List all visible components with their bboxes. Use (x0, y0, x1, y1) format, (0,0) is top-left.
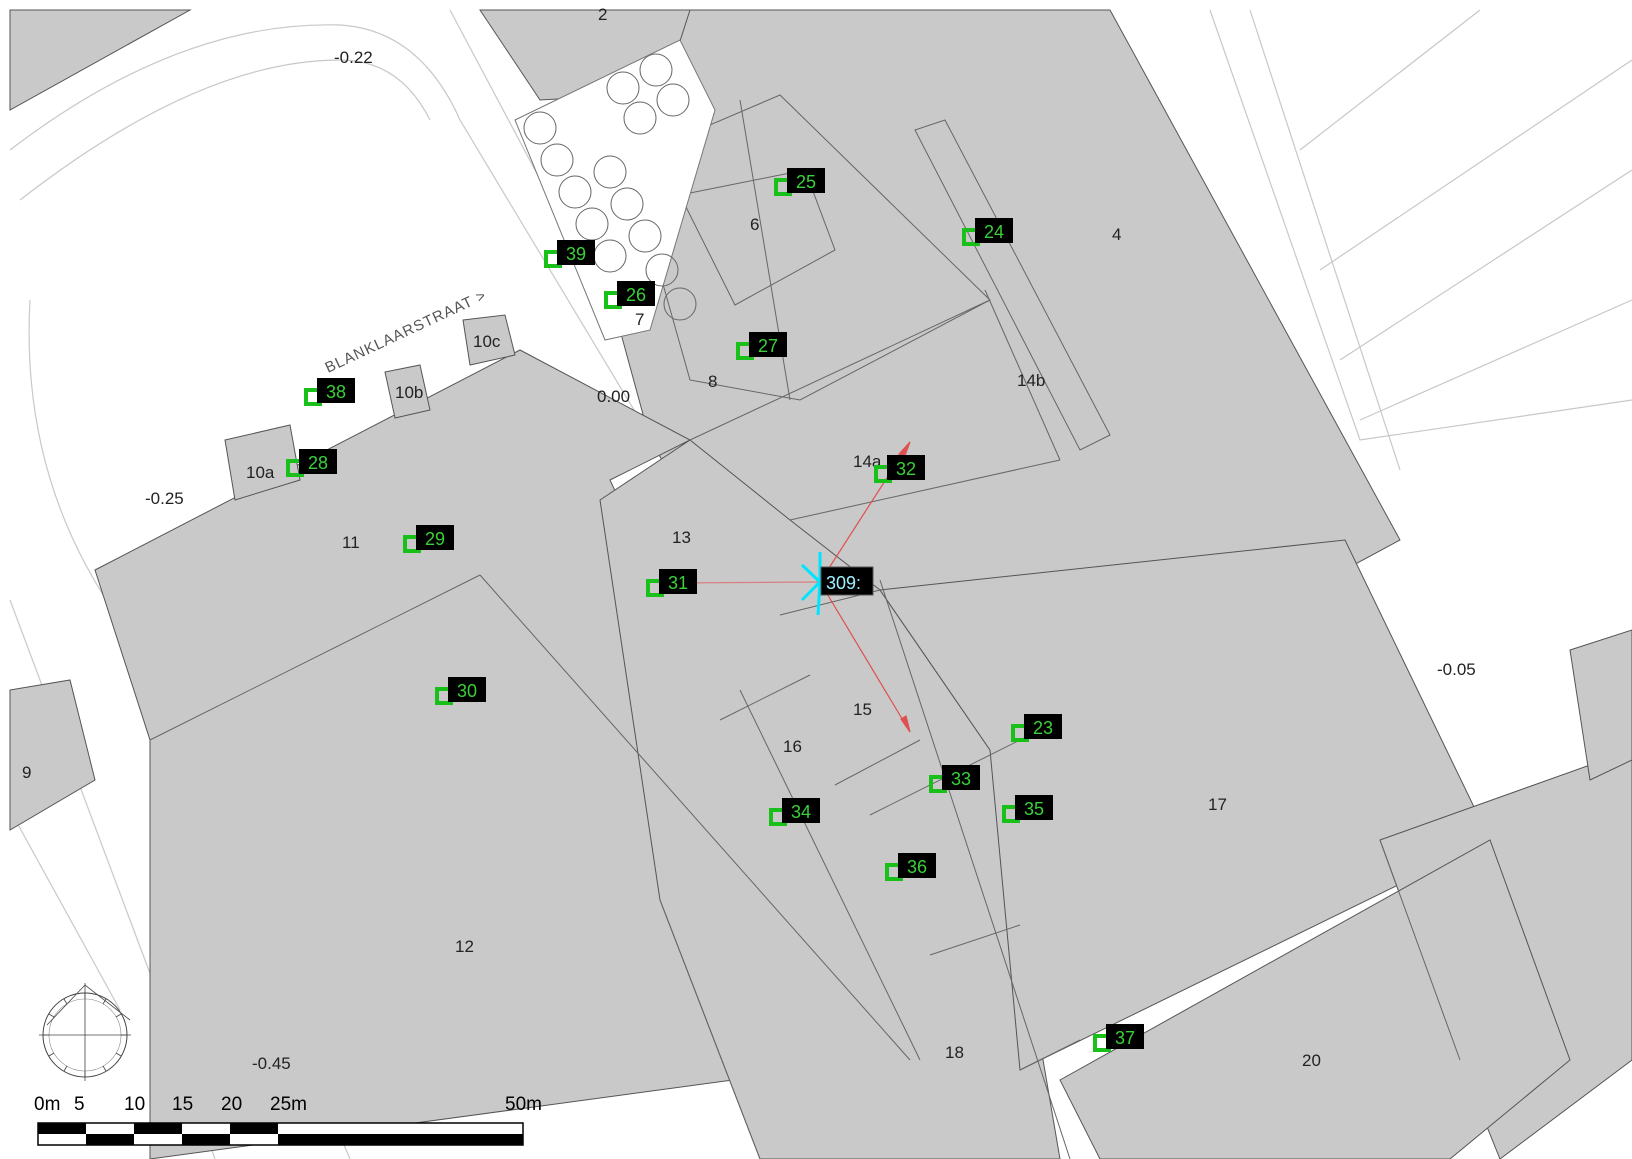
elevation-label: 0.00 (597, 387, 630, 406)
scale-label: 15 (172, 1094, 193, 1115)
camera-marker[interactable]: 32 (874, 455, 925, 483)
marker-label: 29 (425, 529, 445, 549)
marker-label: 26 (626, 285, 646, 305)
scale-label: 20 (221, 1094, 242, 1115)
elevation-label: -0.25 (145, 489, 184, 508)
camera-marker[interactable]: 37 (1093, 1024, 1144, 1052)
marker-label: 37 (1115, 1028, 1135, 1048)
camera-marker[interactable]: 34 (769, 798, 820, 826)
marker-label: 32 (896, 459, 916, 479)
marker-label: 33 (951, 769, 971, 789)
building-outlines (149, 94, 1461, 1159)
camera-marker[interactable]: 36 (885, 853, 936, 881)
marker-label: 36 (907, 857, 927, 877)
camera-marker[interactable]: 25 (774, 168, 825, 196)
plot-label: 8 (708, 372, 717, 391)
marker-label: 23 (1033, 718, 1053, 738)
marker-label: 35 (1024, 799, 1044, 819)
plot-label: 17 (1208, 795, 1227, 814)
marker-label: 30 (457, 681, 477, 701)
camera-marker[interactable]: 35 (1002, 795, 1053, 823)
street-name: BLANKLAARSTRAAT > (323, 287, 490, 377)
plot-label: 10a (246, 463, 275, 482)
camera-marker[interactable]: 23 (1011, 714, 1062, 742)
plot-label: 16 (783, 737, 802, 756)
marker-label: 34 (791, 802, 811, 822)
markers[interactable]: 25 24 39 26 27 38 28 (286, 168, 1144, 1052)
plot-label: 14b (1017, 371, 1045, 390)
elevation-label: -0.05 (1437, 660, 1476, 679)
elevation-label: -0.45 (252, 1054, 291, 1073)
scale-label: 5 (74, 1094, 85, 1115)
camera-marker[interactable]: 28 (286, 449, 337, 477)
camera-marker[interactable]: 26 (604, 281, 655, 309)
plot-label: 2 (598, 5, 607, 24)
elevation-label: -0.22 (334, 48, 373, 67)
plot-label: 15 (853, 700, 872, 719)
plot-label: 9 (22, 763, 31, 782)
camera-marker[interactable]: 38 (304, 378, 355, 406)
circle-pattern (514, 39, 716, 341)
plot-label: 18 (945, 1043, 964, 1062)
scale-label: 0m (34, 1094, 60, 1115)
camera-marker[interactable]: 31 (646, 569, 697, 597)
scale-label: 25m (270, 1094, 307, 1115)
marker-label: 27 (758, 336, 778, 356)
elevation-labels: -0.22 -0.25 0.00 -0.05 -0.45 (145, 48, 1476, 1073)
plot-labels: 2 4 6 7 8 9 10a 10b 10c 11 12 13 14a 14b… (22, 5, 1321, 1070)
marker-label: 25 (796, 172, 816, 192)
scale-bar: 0m 5 10 15 20 25m 50m (34, 1094, 542, 1146)
plot-label: 13 (672, 528, 691, 547)
plot-label: 20 (1302, 1051, 1321, 1070)
selected-marker-label: 309: (826, 573, 861, 593)
plot-label: 10c (473, 332, 501, 351)
camera-marker[interactable]: 27 (736, 332, 787, 360)
plot-label: 6 (750, 215, 759, 234)
marker-label: 39 (566, 244, 586, 264)
camera-marker[interactable]: 33 (929, 765, 980, 793)
plot-label: 11 (342, 533, 360, 552)
selected-camera-marker[interactable]: 309: (800, 552, 874, 616)
plot-label: 4 (1112, 225, 1121, 244)
plot-label: 10b (395, 383, 423, 402)
camera-marker[interactable]: 39 (544, 240, 595, 268)
camera-marker[interactable]: 30 (435, 677, 486, 705)
buildings (9, 9, 1632, 1159)
marker-label: 38 (326, 382, 346, 402)
plot-label: 12 (455, 937, 474, 956)
camera-marker[interactable]: 29 (403, 525, 454, 553)
marker-label: 28 (308, 453, 328, 473)
marker-label: 31 (668, 573, 688, 593)
scale-label: 50m (505, 1094, 542, 1115)
marker-label: 24 (984, 222, 1004, 242)
scale-label: 10 (124, 1094, 145, 1115)
compass-icon (39, 983, 131, 1081)
plot-label: 7 (635, 310, 644, 329)
camera-marker[interactable]: 24 (962, 218, 1013, 246)
